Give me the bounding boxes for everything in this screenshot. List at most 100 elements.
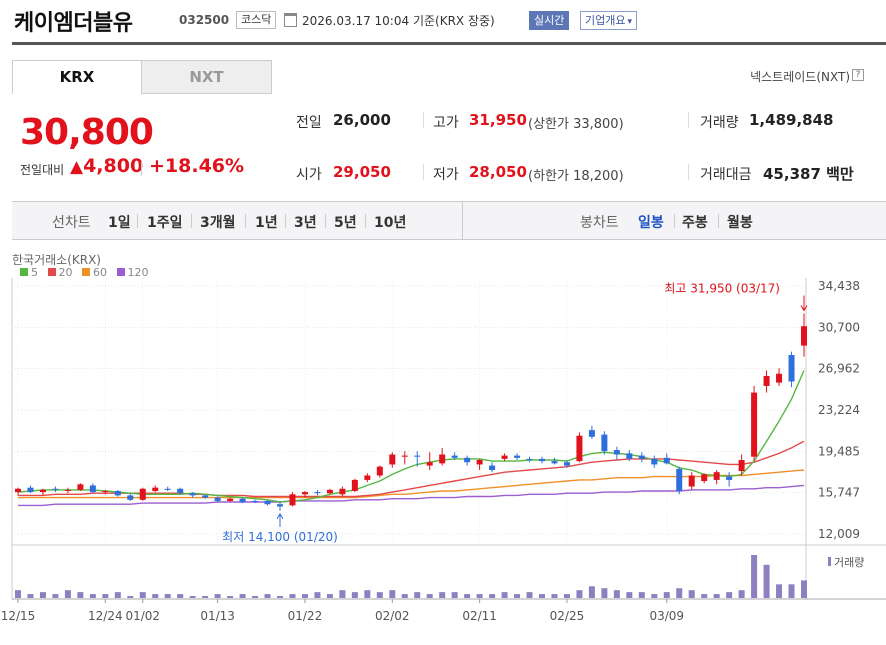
- volume-bar: [763, 564, 770, 598]
- candle-body: [551, 461, 558, 464]
- volume-bar: [801, 580, 807, 598]
- candle-body: [701, 474, 708, 482]
- chart-title: 한국거래소(KRX): [12, 253, 101, 267]
- volume-bar: [489, 594, 496, 598]
- period-10y[interactable]: 10년: [374, 215, 407, 231]
- open-label: 시가: [296, 167, 322, 183]
- legend-ma60: 60: [82, 266, 107, 279]
- volume-bar: [501, 592, 508, 598]
- period-1y[interactable]: 1년: [255, 215, 278, 231]
- candle-body: [376, 466, 383, 476]
- volume-bar: [289, 594, 296, 598]
- change-percent: +18.46%: [149, 155, 245, 177]
- tab-krx[interactable]: KRX: [12, 60, 142, 94]
- volume-bar: [252, 596, 259, 598]
- datetime-text: 2026.03.17 10:04: [302, 14, 410, 28]
- volume-bar: [776, 584, 783, 598]
- legend-ma120: 120: [116, 266, 149, 279]
- period-1w[interactable]: 1주일: [147, 215, 183, 231]
- candle-body: [638, 455, 645, 459]
- volume-bar: [676, 588, 683, 598]
- low-arrow-head: [276, 512, 284, 520]
- prev-close-label: 전일: [296, 115, 322, 131]
- candle-body: [139, 488, 146, 500]
- line-chart-label: 선차트: [52, 215, 91, 231]
- candle-body: [751, 392, 758, 457]
- high-label: 고가: [433, 115, 459, 131]
- high-value: 31,950: [469, 111, 527, 129]
- amount-label: 거래대금: [700, 167, 752, 183]
- nextrade-link[interactable]: 넥스트레이드(NXT): [750, 70, 850, 84]
- amount-number: 45,387: [763, 165, 821, 183]
- candle-body: [301, 492, 308, 495]
- low-value: 28,050: [469, 163, 527, 181]
- candle-body: [326, 489, 333, 494]
- candle-body: [401, 455, 408, 457]
- realtime-button[interactable]: 실시간: [529, 11, 570, 30]
- x-tick-label: 03/09: [649, 609, 684, 623]
- change-amount: 4,800: [83, 155, 144, 177]
- divider: [462, 202, 463, 239]
- candle-body: [114, 490, 121, 496]
- ma60-line: [18, 469, 805, 499]
- candle-body: [202, 495, 209, 498]
- volume-bar: [214, 594, 221, 598]
- volume-bar: [301, 594, 308, 598]
- calendar-icon: [284, 13, 297, 27]
- volume-bar: [77, 592, 84, 598]
- tab-nxt[interactable]: NXT: [141, 60, 272, 94]
- volume-bar: [726, 592, 733, 598]
- company-overview-dropdown[interactable]: 기업개요 ▾: [580, 11, 638, 30]
- candle-body: [501, 455, 508, 459]
- ma120-line: [18, 484, 805, 507]
- candle-body: [102, 490, 109, 493]
- candle-body: [514, 455, 521, 458]
- divider: [718, 214, 719, 228]
- volume-bar: [476, 594, 483, 598]
- candle-body: [489, 465, 496, 470]
- divider: [688, 112, 689, 128]
- divider: [423, 112, 424, 128]
- volume-bar: [264, 594, 271, 598]
- candle-body: [526, 458, 533, 461]
- volume-bar: [788, 584, 795, 598]
- candle-body: [351, 479, 358, 491]
- chart-legend: 5 20 60 120: [20, 266, 155, 279]
- header-divider: [12, 42, 886, 45]
- period-5y[interactable]: 5년: [334, 215, 357, 231]
- volume-bar: [701, 594, 708, 598]
- help-icon[interactable]: ?: [852, 69, 864, 81]
- period-daily[interactable]: 일봉: [638, 215, 664, 231]
- period-3m[interactable]: 3개월: [200, 215, 236, 231]
- divider: [688, 164, 689, 180]
- candle-body: [726, 476, 733, 480]
- period-1d[interactable]: 1일: [108, 215, 131, 231]
- candle-body: [389, 454, 396, 465]
- candle-body: [252, 500, 259, 503]
- company-name: 케이엠더블유: [14, 11, 133, 36]
- candle-body: [77, 484, 84, 490]
- x-tick-label: 02/11: [462, 609, 497, 623]
- candle-body: [277, 504, 283, 507]
- volume-bar: [239, 594, 246, 598]
- volume-bar: [164, 594, 171, 598]
- change-label: 전일대비: [20, 163, 65, 177]
- candle-body: [127, 495, 134, 500]
- divider: [137, 214, 138, 228]
- divider: [245, 214, 246, 228]
- change-value: ▲4,800: [70, 155, 143, 177]
- y-tick-label: 15,747: [818, 486, 860, 500]
- upper-limit: (상한가 33,800): [528, 117, 624, 132]
- period-3y[interactable]: 3년: [294, 215, 317, 231]
- period-weekly[interactable]: 주봉: [682, 215, 708, 231]
- volume-bar: [651, 594, 658, 598]
- period-monthly[interactable]: 월봉: [727, 215, 753, 231]
- volume-bar: [189, 596, 196, 598]
- ma5-line: [17, 370, 805, 503]
- volume-bar: [563, 594, 570, 598]
- candle-body: [89, 485, 96, 493]
- volume-bar: [177, 594, 184, 598]
- header: 케이엠더블유 032500 코스닥 2026.03.17 10:04 기준(KR…: [0, 0, 886, 42]
- volume-legend-swatch: [828, 557, 831, 566]
